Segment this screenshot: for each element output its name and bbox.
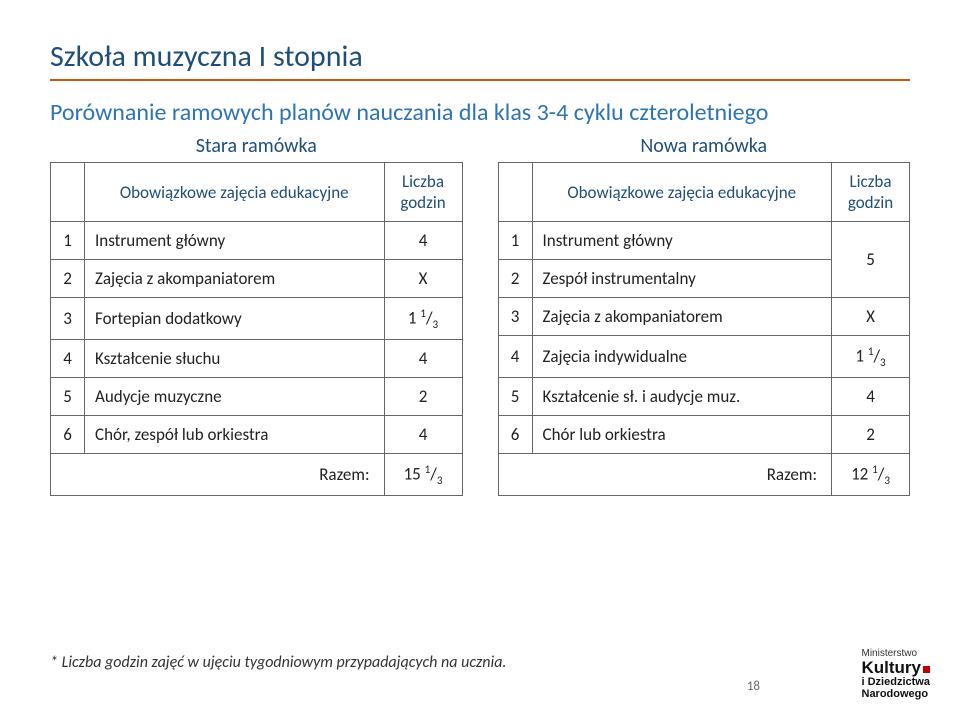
table-header: Obowiązkowe zajęcia edukacyjne Liczba go… [51,163,463,222]
slide: Szkoła muzyczna I stopnia Porównanie ram… [0,0,960,720]
table-row: 6 Chór, zespół lub orkiestra 4 [51,416,463,454]
row-name: Zespół instrumentalny [532,260,832,298]
row-val: 4 [384,416,462,454]
row-name: Zajęcia indywidualne [532,336,832,378]
table-row: 4 Zajęcia indywidualne 1 1/3 [498,336,910,378]
row-num: 5 [51,378,85,416]
total-label: Razem: [498,454,832,496]
row-name: Instrument główny [532,222,832,260]
row-val: X [832,298,910,336]
row-num: 3 [51,298,85,340]
table-row: 3 Zajęcia z akompaniatorem X [498,298,910,336]
header-blank [51,163,85,222]
frac-den: 3 [884,473,890,487]
table-row: 1 Instrument główny 4 [51,222,463,260]
row-name: Zajęcia z akompaniatorem [532,298,832,336]
row-val: 4 [832,378,910,416]
left-column: Stara ramówka Obowiązkowe zajęcia edukac… [50,134,463,496]
row-num: 4 [498,336,532,378]
right-table: Obowiązkowe zajęcia edukacyjne Liczba go… [498,162,911,496]
logo-line3b: Narodowego [862,688,931,700]
table-row: 6 Chór lub orkiestra 2 [498,416,910,454]
left-table: Obowiązkowe zajęcia edukacyjne Liczba go… [50,162,463,496]
row-num: 1 [498,222,532,260]
row-num: 1 [51,222,85,260]
row-num: 5 [498,378,532,416]
row-num: 2 [498,260,532,298]
page-title: Szkoła muzyczna I stopnia [50,38,910,75]
row-num: 3 [498,298,532,336]
row-num: 6 [51,416,85,454]
row-val: 4 [384,222,462,260]
row-name: Zajęcia z akompaniatorem [85,260,385,298]
row-name: Kształcenie słuchu [85,340,385,378]
row-val: X [384,260,462,298]
row-val: 1 1/3 [384,298,462,340]
table-row: 5 Kształcenie sł. i audycje muz. 4 [498,378,910,416]
row-val-merged: 5 [832,222,910,298]
row-val: 1 1/3 [832,336,910,378]
row-name: Fortepian dodatkowy [85,298,385,340]
logo-word: Kultury [862,658,922,677]
header-blank [498,163,532,222]
row-name: Audycje muzyczne [85,378,385,416]
frac-den: 3 [433,317,439,331]
left-heading: Stara ramówka [50,134,463,158]
row-num: 4 [51,340,85,378]
frac-int: 12 [851,464,868,485]
footnote: * Liczba godzin zajęć w ujęciu tygodniow… [50,653,506,672]
frac-int: 15 [404,464,421,485]
row-name: Kształcenie sł. i audycje muz. [532,378,832,416]
total-val: 15 1/3 [384,454,462,496]
frac-num: 1 [420,306,426,320]
header-subject: Obowiązkowe zajęcia edukacyjne [85,163,385,222]
table-header: Obowiązkowe zajęcia edukacyjne Liczba go… [498,163,910,222]
right-column: Nowa ramówka Obowiązkowe zajęcia edukacy… [498,134,911,496]
right-heading: Nowa ramówka [498,134,911,158]
total-label: Razem: [51,454,385,496]
total-row: Razem: 12 1/3 [498,454,910,496]
total-row: Razem: 15 1/3 [51,454,463,496]
header-subject: Obowiązkowe zajęcia edukacyjne [532,163,832,222]
table-row: 5 Audycje muzyczne 2 [51,378,463,416]
table-row: 4 Kształcenie słuchu 4 [51,340,463,378]
row-val: 4 [384,340,462,378]
frac-num: 1 [868,344,874,358]
table-row: 1 Instrument główny 5 [498,222,910,260]
page-number: 18 [747,679,760,694]
logo-square-icon [923,666,930,673]
frac-den: 3 [437,473,443,487]
frac-int: 1 [408,308,417,329]
header-hours: Liczba godzin [832,163,910,222]
row-val: 2 [384,378,462,416]
row-val: 2 [832,416,910,454]
row-name: Chór lub orkiestra [532,416,832,454]
frac-num: 1 [872,462,878,476]
subtitle: Porównanie ramowych planów nauczania dla… [50,97,910,128]
ministry-logo: Ministerstwo Kultury i Dziedzictwa Narod… [862,648,931,700]
frac-int: 1 [855,346,864,367]
row-name: Instrument główny [85,222,385,260]
logo-line3a: i Dziedzictwa [862,676,931,688]
two-columns: Stara ramówka Obowiązkowe zajęcia edukac… [50,134,910,496]
row-num: 6 [498,416,532,454]
total-val: 12 1/3 [832,454,910,496]
row-num: 2 [51,260,85,298]
frac-den: 3 [880,355,886,369]
header-hours: Liczba godzin [384,163,462,222]
table-row: 3 Fortepian dodatkowy 1 1/3 [51,298,463,340]
table-row: 2 Zajęcia z akompaniatorem X [51,260,463,298]
logo-line2: Kultury [862,659,931,676]
frac-num: 1 [425,462,431,476]
title-rule [50,79,910,81]
row-name: Chór, zespół lub orkiestra [85,416,385,454]
